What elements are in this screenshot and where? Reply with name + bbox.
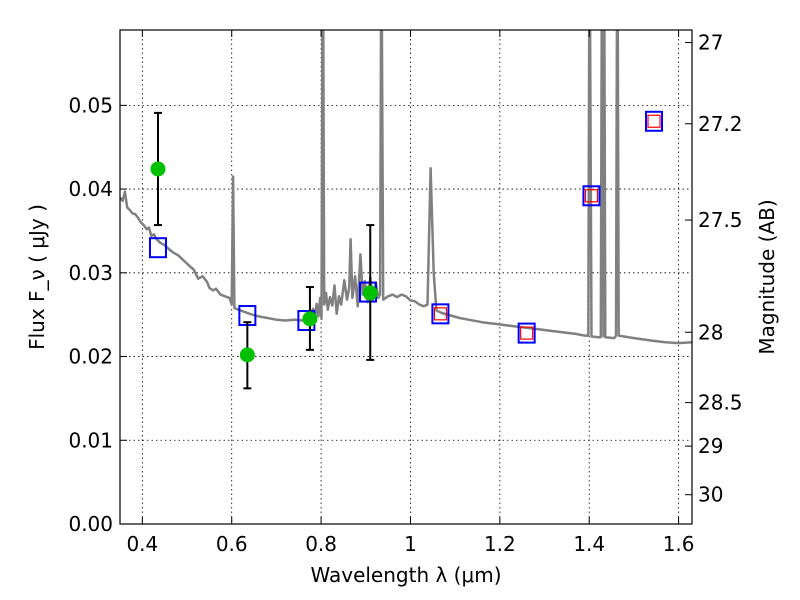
x-tick-label: 0.8 xyxy=(305,532,337,556)
y2-axis-title: Magnitude (AB) xyxy=(755,199,779,354)
y2-tick-label: 27.5 xyxy=(698,208,743,232)
x-tick-label: 0.4 xyxy=(126,532,158,556)
x-tick-label: 1.4 xyxy=(573,532,605,556)
model-band-square xyxy=(645,110,664,132)
x-tick-label: 0.6 xyxy=(216,532,248,556)
measured-point xyxy=(150,161,166,177)
nir-band-square xyxy=(647,114,661,128)
nir-band-square xyxy=(433,307,448,321)
y2-tick-label: 28 xyxy=(698,320,723,344)
y2-tick-label: 29 xyxy=(698,434,723,458)
y-tick-label: 0.03 xyxy=(68,261,113,285)
x-tick-label: 1.6 xyxy=(663,532,695,556)
x-tick-label: 1.2 xyxy=(484,532,516,556)
model-band-square xyxy=(431,303,450,325)
y-tick-label: 0.01 xyxy=(68,428,113,452)
model-band-square xyxy=(148,237,167,259)
model-spectrum-line xyxy=(120,30,692,345)
y2-tick-label: 30 xyxy=(698,483,723,507)
model-band-square xyxy=(582,185,601,207)
measured-point xyxy=(362,285,378,301)
plot-area xyxy=(120,30,692,390)
y-tick-label: 0.00 xyxy=(68,512,113,536)
y2-tick-label: 28.5 xyxy=(698,391,743,415)
y2-tick-label: 27.2 xyxy=(698,112,743,136)
measured-point xyxy=(239,347,255,363)
measured-point xyxy=(302,311,318,327)
x-axis-title: Wavelength λ (μm) xyxy=(310,563,501,587)
y-axis-title: Flux F_ν ( μJy ) xyxy=(25,204,49,350)
nir-band-square xyxy=(584,189,599,203)
plot-frame xyxy=(119,29,693,525)
x-tick-label: 1 xyxy=(404,532,417,556)
nir-band-square xyxy=(520,326,534,340)
model-band-square xyxy=(517,322,536,344)
y-tick-label: 0.04 xyxy=(68,177,113,201)
y-tick-label: 0.05 xyxy=(68,93,113,117)
y2-tick-label: 27 xyxy=(698,31,723,55)
ticks: 0.4 0.6 0.8 1 1.2 1.4 1.6 0.00 0.01 0.02 0.03 0.04 0… xyxy=(68,30,743,556)
y-tick-label: 0.02 xyxy=(68,345,113,369)
